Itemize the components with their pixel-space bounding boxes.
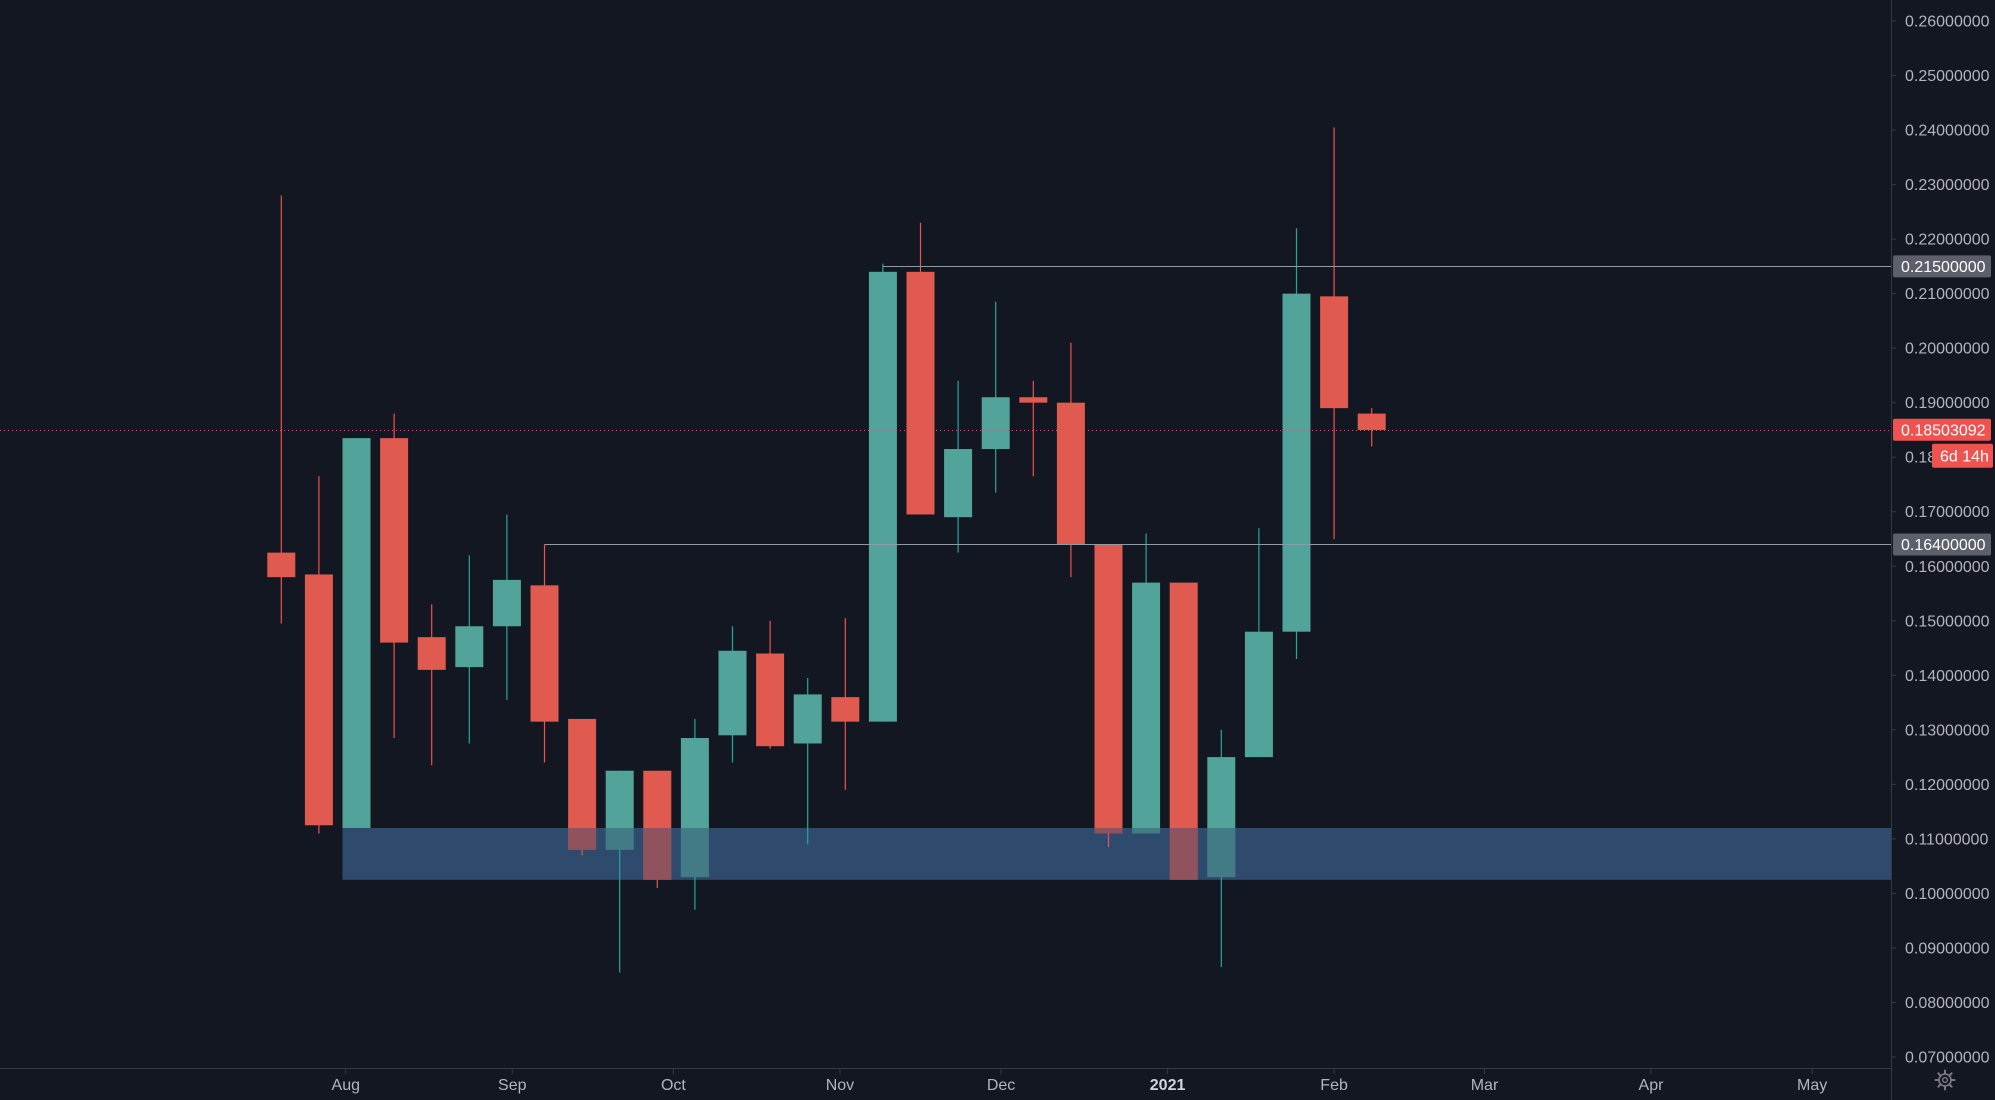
- price-tick-label: 0.21000000: [1905, 286, 1990, 303]
- time-tick-label: Dec: [987, 1077, 1015, 1094]
- support-zone-overlap: [1207, 827, 1236, 878]
- price-tick-label: 0.26000000: [1905, 14, 1990, 31]
- price-tick-label: 0.22000000: [1905, 232, 1990, 249]
- candle-body[interactable]: [906, 271, 935, 515]
- time-tick-label: Feb: [1320, 1077, 1348, 1094]
- candle-body[interactable]: [1282, 293, 1311, 632]
- candle-body[interactable]: [718, 650, 747, 736]
- time-tick-label: 2021: [1150, 1077, 1186, 1094]
- price-tick-label: 0.07000000: [1905, 1050, 1990, 1067]
- candle-body[interactable]: [1207, 757, 1236, 878]
- candle-body[interactable]: [380, 438, 409, 643]
- time-tick-label: Sep: [498, 1077, 527, 1094]
- level-price-badge-text: 0.21500000: [1901, 259, 1986, 276]
- level-price-badge: 0.21500000: [1893, 255, 1991, 278]
- price-badges: 0.21500000 0.16400000 0.18503092 6d 14h: [1893, 255, 1993, 556]
- time-tick-label: Aug: [332, 1077, 360, 1094]
- candle-body[interactable]: [756, 653, 785, 747]
- candle-body[interactable]: [831, 697, 860, 722]
- support-zone-overlay-layer: [568, 827, 1236, 880]
- candle-body[interactable]: [868, 271, 897, 722]
- time-tick-label: Mar: [1471, 1077, 1499, 1094]
- candle-body[interactable]: [1019, 397, 1048, 403]
- candle-body[interactable]: [680, 738, 709, 878]
- price-tick-label: 0.20000000: [1905, 341, 1990, 358]
- price-tick-label: 0.19000000: [1905, 395, 1990, 412]
- candle-body[interactable]: [568, 718, 597, 850]
- support-zone-overlap: [680, 827, 709, 878]
- support-zone-overlap: [1094, 827, 1123, 834]
- chart-settings-gear-icon[interactable]: [1933, 1068, 1957, 1092]
- last-price-badge: 0.18503092: [1893, 418, 1991, 441]
- candle-body[interactable]: [304, 574, 333, 826]
- level-price-badge: 0.16400000: [1893, 533, 1991, 556]
- price-tick-label: 0.14000000: [1905, 668, 1990, 685]
- candle-body[interactable]: [455, 626, 484, 668]
- last-price-badge-text: 0.18503092: [1901, 422, 1986, 439]
- time-tick-label: Oct: [661, 1077, 686, 1094]
- time-tick-label: Nov: [826, 1077, 854, 1094]
- level-price-badge-background: [1893, 255, 1991, 278]
- candle-body[interactable]: [1132, 582, 1161, 834]
- candle-layer[interactable]: [267, 271, 1386, 880]
- price-tick-label: 0.25000000: [1905, 68, 1990, 85]
- support-zone-layer: [342, 827, 1891, 880]
- horizontal-lines-layer[interactable]: [0, 266, 1891, 545]
- candle-body[interactable]: [981, 397, 1010, 450]
- support-zone: [342, 827, 1891, 880]
- price-tick-label: 0.17000000: [1905, 504, 1990, 521]
- candle-body[interactable]: [342, 438, 371, 828]
- candle-body[interactable]: [492, 579, 521, 627]
- candle-body[interactable]: [530, 585, 559, 722]
- support-zone-overlap: [605, 827, 634, 850]
- candle-body[interactable]: [1169, 582, 1198, 880]
- price-tick-label: 0.09000000: [1905, 940, 1990, 957]
- time-tick-label: Apr: [1639, 1077, 1665, 1094]
- candle-body[interactable]: [267, 552, 296, 578]
- level-price-badge-text: 0.16400000: [1901, 537, 1986, 554]
- candle-body[interactable]: [643, 770, 672, 880]
- price-tick-label: 0.13000000: [1905, 722, 1990, 739]
- level-price-badge-background: [1893, 533, 1991, 556]
- candle-body[interactable]: [605, 770, 634, 850]
- countdown-badge-text: 6d 14h: [1940, 448, 1989, 465]
- price-tick-label: 0.12000000: [1905, 777, 1990, 794]
- price-tick-label: 0.23000000: [1905, 177, 1990, 194]
- candle-body[interactable]: [1357, 413, 1386, 430]
- candle-body[interactable]: [793, 694, 822, 744]
- price-tick-label: 0.08000000: [1905, 995, 1990, 1012]
- support-zone-overlap: [568, 827, 597, 850]
- candle-body[interactable]: [1094, 544, 1123, 834]
- price-tick-label: 0.16000000: [1905, 559, 1990, 576]
- candle-body[interactable]: [1244, 631, 1273, 758]
- price-tick-label: 0.10000000: [1905, 886, 1990, 903]
- countdown-badge: 6d 14h: [1932, 443, 1993, 468]
- time-tick-label: May: [1797, 1077, 1827, 1094]
- countdown-badge-background: [1932, 443, 1993, 468]
- support-zone-overlap: [1132, 827, 1161, 834]
- support-zone-overlap: [643, 827, 672, 880]
- price-tick-label: 0.11000000: [1905, 831, 1988, 848]
- price-tick-label: 0.15000000: [1905, 613, 1990, 630]
- candle-body[interactable]: [1056, 402, 1085, 545]
- candle-body[interactable]: [944, 449, 973, 518]
- candle-body[interactable]: [1320, 296, 1349, 409]
- time-axis[interactable]: Aug Sep Oct Nov Dec 2021 Feb Mar Apr May: [332, 1068, 1828, 1094]
- last-price-badge-background: [1893, 418, 1991, 441]
- price-tick-label: 0.24000000: [1905, 123, 1990, 140]
- candle-body[interactable]: [417, 637, 446, 670]
- support-zone-overlap: [1169, 827, 1198, 880]
